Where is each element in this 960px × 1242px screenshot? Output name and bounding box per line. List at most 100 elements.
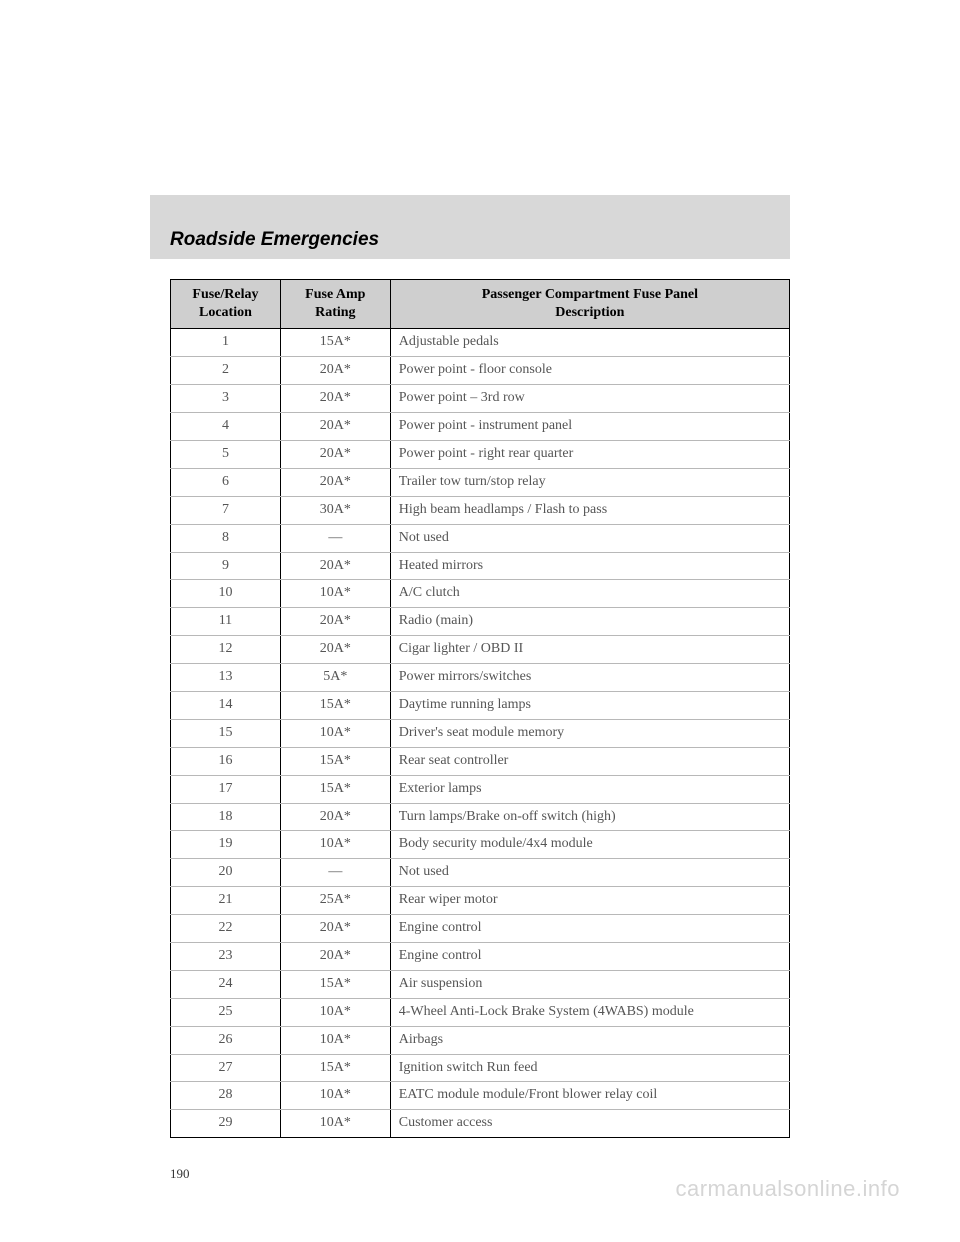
cell-amp: 15A* xyxy=(280,775,390,803)
col-header-location: Fuse/Relay Location xyxy=(171,280,281,329)
cell-amp: 20A* xyxy=(280,413,390,441)
cell-description: Heated mirrors xyxy=(390,552,789,580)
cell-description: Cigar lighter / OBD II xyxy=(390,636,789,664)
fuse-table-header-row: Fuse/Relay Location Fuse Amp Rating Pass… xyxy=(171,280,790,329)
fuse-table-body: 115A*Adjustable pedals220A*Power point -… xyxy=(171,329,790,1138)
cell-description: High beam headlamps / Flash to pass xyxy=(390,496,789,524)
cell-location: 25 xyxy=(171,998,281,1026)
cell-location: 21 xyxy=(171,887,281,915)
cell-location: 8 xyxy=(171,524,281,552)
cell-amp: 15A* xyxy=(280,970,390,998)
manual-page: Roadside Emergencies Fuse/Relay Location… xyxy=(170,195,790,1182)
table-row: 2415A*Air suspension xyxy=(171,970,790,998)
cell-description: Air suspension xyxy=(390,970,789,998)
table-row: 520A*Power point - right rear quarter xyxy=(171,440,790,468)
cell-description: Engine control xyxy=(390,915,789,943)
table-row: 320A*Power point – 3rd row xyxy=(171,385,790,413)
cell-amp: 10A* xyxy=(280,831,390,859)
cell-description: 4-Wheel Anti-Lock Brake System (4WABS) m… xyxy=(390,998,789,1026)
cell-amp: 10A* xyxy=(280,1110,390,1138)
cell-description: Adjustable pedals xyxy=(390,329,789,357)
cell-amp: 20A* xyxy=(280,636,390,664)
cell-description: Rear wiper motor xyxy=(390,887,789,915)
cell-description: Power point - floor console xyxy=(390,357,789,385)
cell-location: 27 xyxy=(171,1054,281,1082)
cell-location: 26 xyxy=(171,1026,281,1054)
cell-description: Driver's seat module memory xyxy=(390,719,789,747)
cell-amp: 10A* xyxy=(280,719,390,747)
table-row: 1820A*Turn lamps/Brake on-off switch (hi… xyxy=(171,803,790,831)
cell-amp: 20A* xyxy=(280,468,390,496)
cell-location: 14 xyxy=(171,691,281,719)
cell-amp: 20A* xyxy=(280,803,390,831)
cell-amp: 15A* xyxy=(280,329,390,357)
table-row: 2910A*Customer access xyxy=(171,1110,790,1138)
cell-description: Not used xyxy=(390,859,789,887)
cell-location: 3 xyxy=(171,385,281,413)
cell-description: Rear seat controller xyxy=(390,747,789,775)
cell-location: 23 xyxy=(171,942,281,970)
watermark-text: carmanualsonline.info xyxy=(675,1176,900,1202)
cell-description: A/C clutch xyxy=(390,580,789,608)
cell-description: Engine control xyxy=(390,942,789,970)
cell-description: EATC module module/Front blower relay co… xyxy=(390,1082,789,1110)
cell-description: Exterior lamps xyxy=(390,775,789,803)
table-row: 20—Not used xyxy=(171,859,790,887)
col-header-description: Passenger Compartment Fuse Panel Descrip… xyxy=(390,280,789,329)
table-row: 220A*Power point - floor console xyxy=(171,357,790,385)
cell-description: Daytime running lamps xyxy=(390,691,789,719)
table-row: 2810A*EATC module module/Front blower re… xyxy=(171,1082,790,1110)
cell-location: 5 xyxy=(171,440,281,468)
cell-location: 22 xyxy=(171,915,281,943)
table-row: 1715A*Exterior lamps xyxy=(171,775,790,803)
cell-amp: 20A* xyxy=(280,552,390,580)
table-row: 8—Not used xyxy=(171,524,790,552)
cell-amp: 5A* xyxy=(280,664,390,692)
cell-amp: — xyxy=(280,524,390,552)
cell-location: 17 xyxy=(171,775,281,803)
fuse-table: Fuse/Relay Location Fuse Amp Rating Pass… xyxy=(170,279,790,1138)
col-header-line: Rating xyxy=(315,305,355,320)
table-row: 2610A*Airbags xyxy=(171,1026,790,1054)
table-row: 1010A*A/C clutch xyxy=(171,580,790,608)
cell-amp: 10A* xyxy=(280,1026,390,1054)
table-row: 1415A*Daytime running lamps xyxy=(171,691,790,719)
cell-amp: 25A* xyxy=(280,887,390,915)
cell-description: Not used xyxy=(390,524,789,552)
table-row: 1510A*Driver's seat module memory xyxy=(171,719,790,747)
table-row: 2510A*4-Wheel Anti-Lock Brake System (4W… xyxy=(171,998,790,1026)
table-row: 1220A*Cigar lighter / OBD II xyxy=(171,636,790,664)
table-row: 2320A*Engine control xyxy=(171,942,790,970)
cell-amp: 10A* xyxy=(280,998,390,1026)
cell-location: 20 xyxy=(171,859,281,887)
cell-description: Ignition switch Run feed xyxy=(390,1054,789,1082)
cell-description: Body security module/4x4 module xyxy=(390,831,789,859)
cell-amp: 15A* xyxy=(280,747,390,775)
cell-location: 29 xyxy=(171,1110,281,1138)
cell-description: Power point - instrument panel xyxy=(390,413,789,441)
col-header-line: Description xyxy=(555,305,624,320)
cell-amp: 15A* xyxy=(280,1054,390,1082)
cell-description: Customer access xyxy=(390,1110,789,1138)
cell-amp: 20A* xyxy=(280,608,390,636)
cell-amp: 15A* xyxy=(280,691,390,719)
cell-description: Trailer tow turn/stop relay xyxy=(390,468,789,496)
cell-location: 19 xyxy=(171,831,281,859)
cell-location: 1 xyxy=(171,329,281,357)
cell-amp: 10A* xyxy=(280,1082,390,1110)
table-row: 730A*High beam headlamps / Flash to pass xyxy=(171,496,790,524)
col-header-amp: Fuse Amp Rating xyxy=(280,280,390,329)
table-row: 115A*Adjustable pedals xyxy=(171,329,790,357)
cell-location: 15 xyxy=(171,719,281,747)
table-row: 2220A*Engine control xyxy=(171,915,790,943)
cell-location: 24 xyxy=(171,970,281,998)
cell-description: Airbags xyxy=(390,1026,789,1054)
cell-location: 11 xyxy=(171,608,281,636)
col-header-line: Fuse Amp xyxy=(305,287,365,302)
cell-location: 7 xyxy=(171,496,281,524)
cell-location: 6 xyxy=(171,468,281,496)
cell-location: 2 xyxy=(171,357,281,385)
cell-amp: 10A* xyxy=(280,580,390,608)
table-row: 2715A*Ignition switch Run feed xyxy=(171,1054,790,1082)
table-row: 1120A*Radio (main) xyxy=(171,608,790,636)
